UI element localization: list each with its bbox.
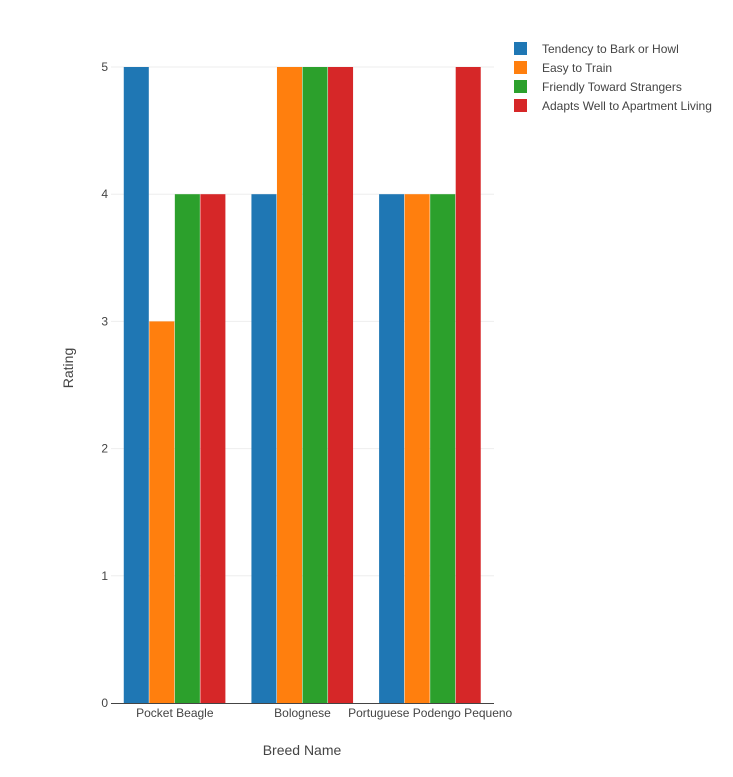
y-tick-label: 1 (101, 569, 108, 583)
y-axis-title: Rating (60, 348, 76, 388)
bar-adapts-well-to-apartment-living-portuguese-podengo-pequeno[interactable] (455, 67, 481, 703)
legend-label: Tendency to Bark or Howl (542, 42, 679, 56)
bar-adapts-well-to-apartment-living-bolognese[interactable] (328, 67, 354, 703)
legend-item-easy-to-train[interactable]: Easy to Train (514, 61, 612, 75)
bar-easy-to-train-bolognese[interactable] (276, 67, 302, 703)
bar-tendency-to-bark-or-howl-portuguese-podengo-pequeno[interactable] (379, 194, 405, 703)
y-tick-label: 0 (101, 696, 108, 710)
y-tick-label: 4 (101, 187, 108, 201)
legend[interactable]: Tendency to Bark or Howl Easy to Train Fri… (514, 42, 712, 113)
x-tick-label: Portuguese Podengo Pequeno (348, 706, 512, 720)
legend-swatch (514, 61, 527, 74)
bar-easy-to-train-portuguese-podengo-pequeno[interactable] (404, 194, 430, 703)
y-tick-label: 5 (101, 60, 108, 74)
bar-adapts-well-to-apartment-living-pocket-beagle[interactable] (200, 194, 226, 703)
x-tick-label: Bolognese (274, 706, 331, 720)
x-tick-label: Pocket Beagle (136, 706, 214, 720)
x-axis-title: Breed Name (263, 742, 342, 758)
bars (123, 67, 481, 703)
bar-friendly-toward-strangers-bolognese[interactable] (302, 67, 328, 703)
y-axis-ticks: 0 1 2 3 4 5 (101, 60, 108, 710)
bar-easy-to-train-pocket-beagle[interactable] (149, 321, 175, 703)
legend-label: Friendly Toward Strangers (542, 80, 682, 94)
legend-swatch (514, 42, 527, 55)
bar-friendly-toward-strangers-portuguese-podengo-pequeno[interactable] (430, 194, 456, 703)
legend-label: Easy to Train (542, 61, 612, 75)
legend-swatch (514, 99, 527, 112)
bar-tendency-to-bark-or-howl-pocket-beagle[interactable] (123, 67, 149, 703)
legend-item-adapts-well-to-apartment-living[interactable]: Adapts Well to Apartment Living (514, 99, 712, 113)
x-axis-ticks: Pocket Beagle Bolognese Portuguese Podengo… (136, 706, 512, 720)
y-tick-label: 2 (101, 442, 108, 456)
bar-tendency-to-bark-or-howl-bolognese[interactable] (251, 194, 277, 703)
bar-friendly-toward-strangers-pocket-beagle[interactable] (174, 194, 200, 703)
legend-label: Adapts Well to Apartment Living (542, 99, 712, 113)
legend-swatch (514, 80, 527, 93)
y-tick-label: 3 (101, 314, 108, 328)
legend-item-friendly-toward-strangers[interactable]: Friendly Toward Strangers (514, 80, 682, 94)
legend-item-tendency-to-bark-or-howl[interactable]: Tendency to Bark or Howl (514, 42, 679, 56)
